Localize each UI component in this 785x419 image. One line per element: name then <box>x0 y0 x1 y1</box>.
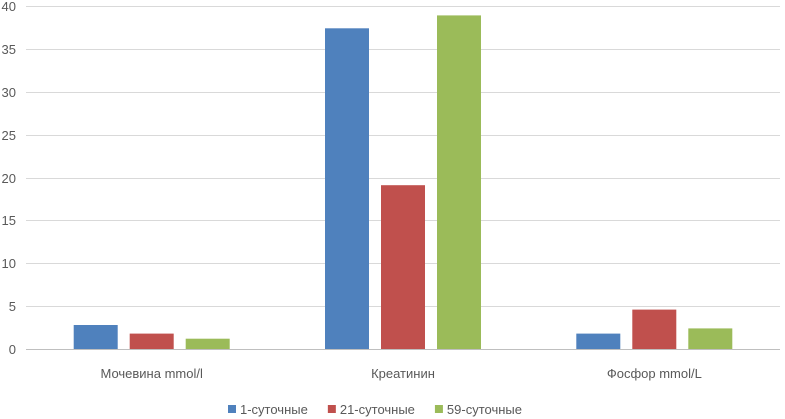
y-tick-label: 30 <box>2 85 16 100</box>
x-category-label: Креатинин <box>371 366 435 381</box>
x-category-label: Фосфор mmol/L <box>607 366 702 381</box>
grid-lines <box>26 6 780 350</box>
legend-swatch-1 <box>228 405 236 413</box>
legend-label-3: 59-суточные <box>447 402 522 417</box>
y-tick-label: 15 <box>2 213 16 228</box>
legend-swatch-2 <box>327 405 336 413</box>
legend-label-1: 1-суточные <box>240 402 308 417</box>
legend-swatch-3 <box>434 405 443 413</box>
bar-1-2 <box>325 28 369 350</box>
y-tick-label: 0 <box>9 342 16 357</box>
y-tick-label: 40 <box>2 0 16 14</box>
y-tick-label: 35 <box>2 42 16 57</box>
legend-label-2: 21-суточные <box>340 402 415 417</box>
bar-2-2 <box>381 185 425 349</box>
legend: 1-суточные 21-суточные 59-суточные <box>228 402 522 417</box>
bar-1-3 <box>576 333 621 349</box>
x-axis: Мочевина mmol/l Креатинин Фосфор mmol/L <box>100 366 701 381</box>
bar-3-1 <box>185 338 230 349</box>
y-axis: 0 5 10 15 20 25 30 35 40 <box>2 0 16 357</box>
bar-3-2 <box>437 15 481 350</box>
y-tick-label: 20 <box>2 171 16 186</box>
bar-3-3 <box>688 328 733 349</box>
bar-1-1 <box>73 325 118 349</box>
bar-2-3 <box>632 309 677 349</box>
bars <box>73 15 733 350</box>
x-category-label: Мочевина mmol/l <box>100 366 202 381</box>
y-tick-label: 5 <box>9 299 16 314</box>
y-tick-label: 10 <box>2 256 16 271</box>
y-tick-label: 25 <box>2 128 16 143</box>
bar-2-1 <box>129 333 174 349</box>
